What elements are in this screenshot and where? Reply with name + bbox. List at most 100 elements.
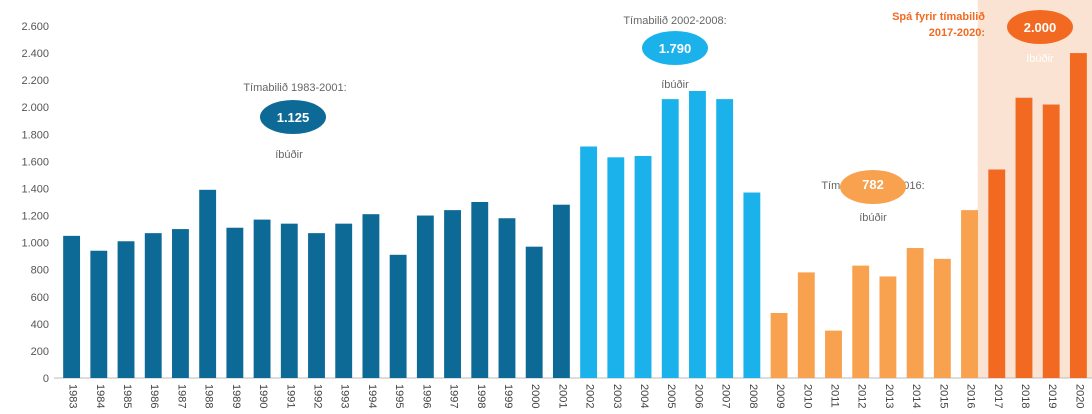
x-tick-label: 1984: [94, 384, 106, 408]
forecast-value: 2.000: [1024, 20, 1057, 35]
bar-1992: [308, 233, 325, 378]
bar-2014: [906, 248, 924, 378]
x-tick-label: 2014: [910, 384, 922, 408]
bar-1991: [280, 223, 298, 378]
x-tick-label: 2017: [992, 384, 1004, 408]
bar-2015: [933, 258, 951, 378]
forecast-value-pill: [1007, 10, 1073, 44]
y-tick-label: 2.400: [21, 48, 49, 60]
bar-1998: [471, 202, 489, 378]
bar-2000: [525, 246, 543, 378]
forecast-title-line1: Spá fyrir tímabilið: [892, 11, 985, 23]
y-tick-label: 2.000: [21, 102, 49, 114]
x-tick-label: 1993: [339, 384, 351, 408]
x-tick-label: 1988: [203, 384, 215, 408]
bars: [63, 53, 1087, 379]
x-tick-label: 2006: [692, 384, 704, 408]
x-tick-label: 2011: [829, 384, 841, 408]
forecast-unit: íbúðir: [1026, 53, 1054, 65]
annotation-value: 1.790: [659, 41, 692, 56]
bar-2019: [1042, 104, 1060, 379]
y-tick-label: 2.600: [21, 21, 49, 33]
y-tick-label: 400: [31, 319, 49, 331]
y-tick-label: 1.000: [21, 238, 49, 250]
bar-2013: [879, 276, 897, 378]
y-tick-label: 800: [31, 265, 49, 277]
x-tick-label: 2013: [883, 384, 895, 408]
x-tick-label: 1997: [448, 384, 460, 408]
bar-2004: [634, 155, 652, 378]
bar-1987: [172, 229, 189, 378]
x-tick-label: 1985: [121, 384, 133, 408]
y-tick-label: 1.200: [21, 211, 49, 223]
bar-2010: [797, 272, 815, 378]
bar-2016: [961, 210, 978, 378]
y-tick-label: 1.600: [21, 156, 49, 168]
bar-2020: [1069, 53, 1087, 378]
bar-1997: [444, 210, 461, 378]
x-tick-label: 2000: [529, 384, 541, 408]
x-tick-label: 1991: [284, 384, 296, 408]
bar-1999: [498, 218, 516, 378]
x-tick-label: 2002: [584, 384, 596, 408]
bar-2012: [852, 265, 870, 378]
forecast-title-line2: 2017-2020:: [929, 27, 985, 39]
x-tick-label: 1986: [148, 384, 160, 408]
annotation-value: 782: [862, 177, 884, 192]
x-tick-label: 2009: [774, 384, 786, 408]
bar-2006: [689, 90, 706, 378]
bar-2011: [825, 330, 842, 378]
x-tick-label: 2012: [856, 384, 868, 408]
annotation-period-2009-2016: Tímabilið 2009-2016: 782 íbúðir: [821, 170, 925, 224]
y-axis-ticks: 0 200 400 600 800 1.000 1.200 1.400 1.600 1.800 2.…: [21, 21, 49, 385]
y-tick-label: 0: [43, 373, 49, 385]
x-tick-label: 2001: [556, 384, 568, 408]
annotation-unit: íbúðir: [275, 149, 303, 161]
x-tick-label: 2005: [665, 384, 677, 408]
x-tick-label: 1998: [475, 384, 487, 408]
x-tick-label: 2019: [1046, 384, 1058, 408]
x-tick-label: 2007: [720, 384, 732, 408]
x-tick-label: 1990: [257, 384, 269, 408]
y-tick-label: 200: [31, 346, 49, 358]
annotation-value-pill: [260, 100, 326, 134]
x-tick-label: 2004: [638, 384, 650, 408]
y-tick-label: 2.200: [21, 75, 49, 87]
x-tick-label: 2018: [1019, 384, 1031, 408]
x-tick-label: 2020: [1073, 384, 1085, 408]
x-tick-label: 1983: [67, 384, 79, 408]
annotation-unit: íbúðir: [661, 79, 689, 91]
y-tick-label: 1.400: [21, 183, 49, 195]
bar-1983: [63, 235, 81, 378]
bar-1985: [117, 241, 135, 378]
bar-1996: [416, 215, 434, 378]
bar-1994: [362, 214, 380, 378]
annotation-forecast-2017-2020: Spá fyrir tímabilið 2017-2020: 2.000 íbú…: [892, 10, 1073, 65]
annotation-period-2002-2008: Tímabilið 2002-2008: 1.790 íbúðir: [623, 15, 726, 91]
annotation-value-pill: [840, 170, 906, 204]
annotation-value-pill: [642, 31, 708, 65]
bar-1984: [90, 250, 108, 378]
bar-1993: [335, 223, 353, 378]
bar-1988: [199, 189, 217, 378]
bar-2007: [716, 99, 734, 378]
bar-2002: [580, 146, 598, 378]
x-tick-label: 2016: [965, 384, 977, 408]
bar-2001: [552, 204, 570, 378]
x-tick-label: 2008: [747, 384, 759, 408]
x-tick-label: 1994: [366, 384, 378, 408]
x-tick-label: 1989: [230, 384, 242, 408]
x-tick-label: 1987: [175, 384, 187, 408]
bar-1986: [144, 233, 162, 378]
annotation-title: Tímabilið 1983-2001:: [243, 82, 346, 94]
x-tick-label: 2003: [611, 384, 623, 408]
x-tick-label: 1992: [312, 384, 324, 408]
x-tick-label: 1999: [502, 384, 514, 408]
bar-2009: [770, 313, 788, 378]
bar-2003: [607, 157, 625, 378]
x-tick-label: 2015: [937, 384, 949, 408]
annotation-unit: íbúðir: [859, 212, 887, 224]
bar-1995: [389, 254, 407, 378]
bar-2018: [1015, 97, 1033, 378]
